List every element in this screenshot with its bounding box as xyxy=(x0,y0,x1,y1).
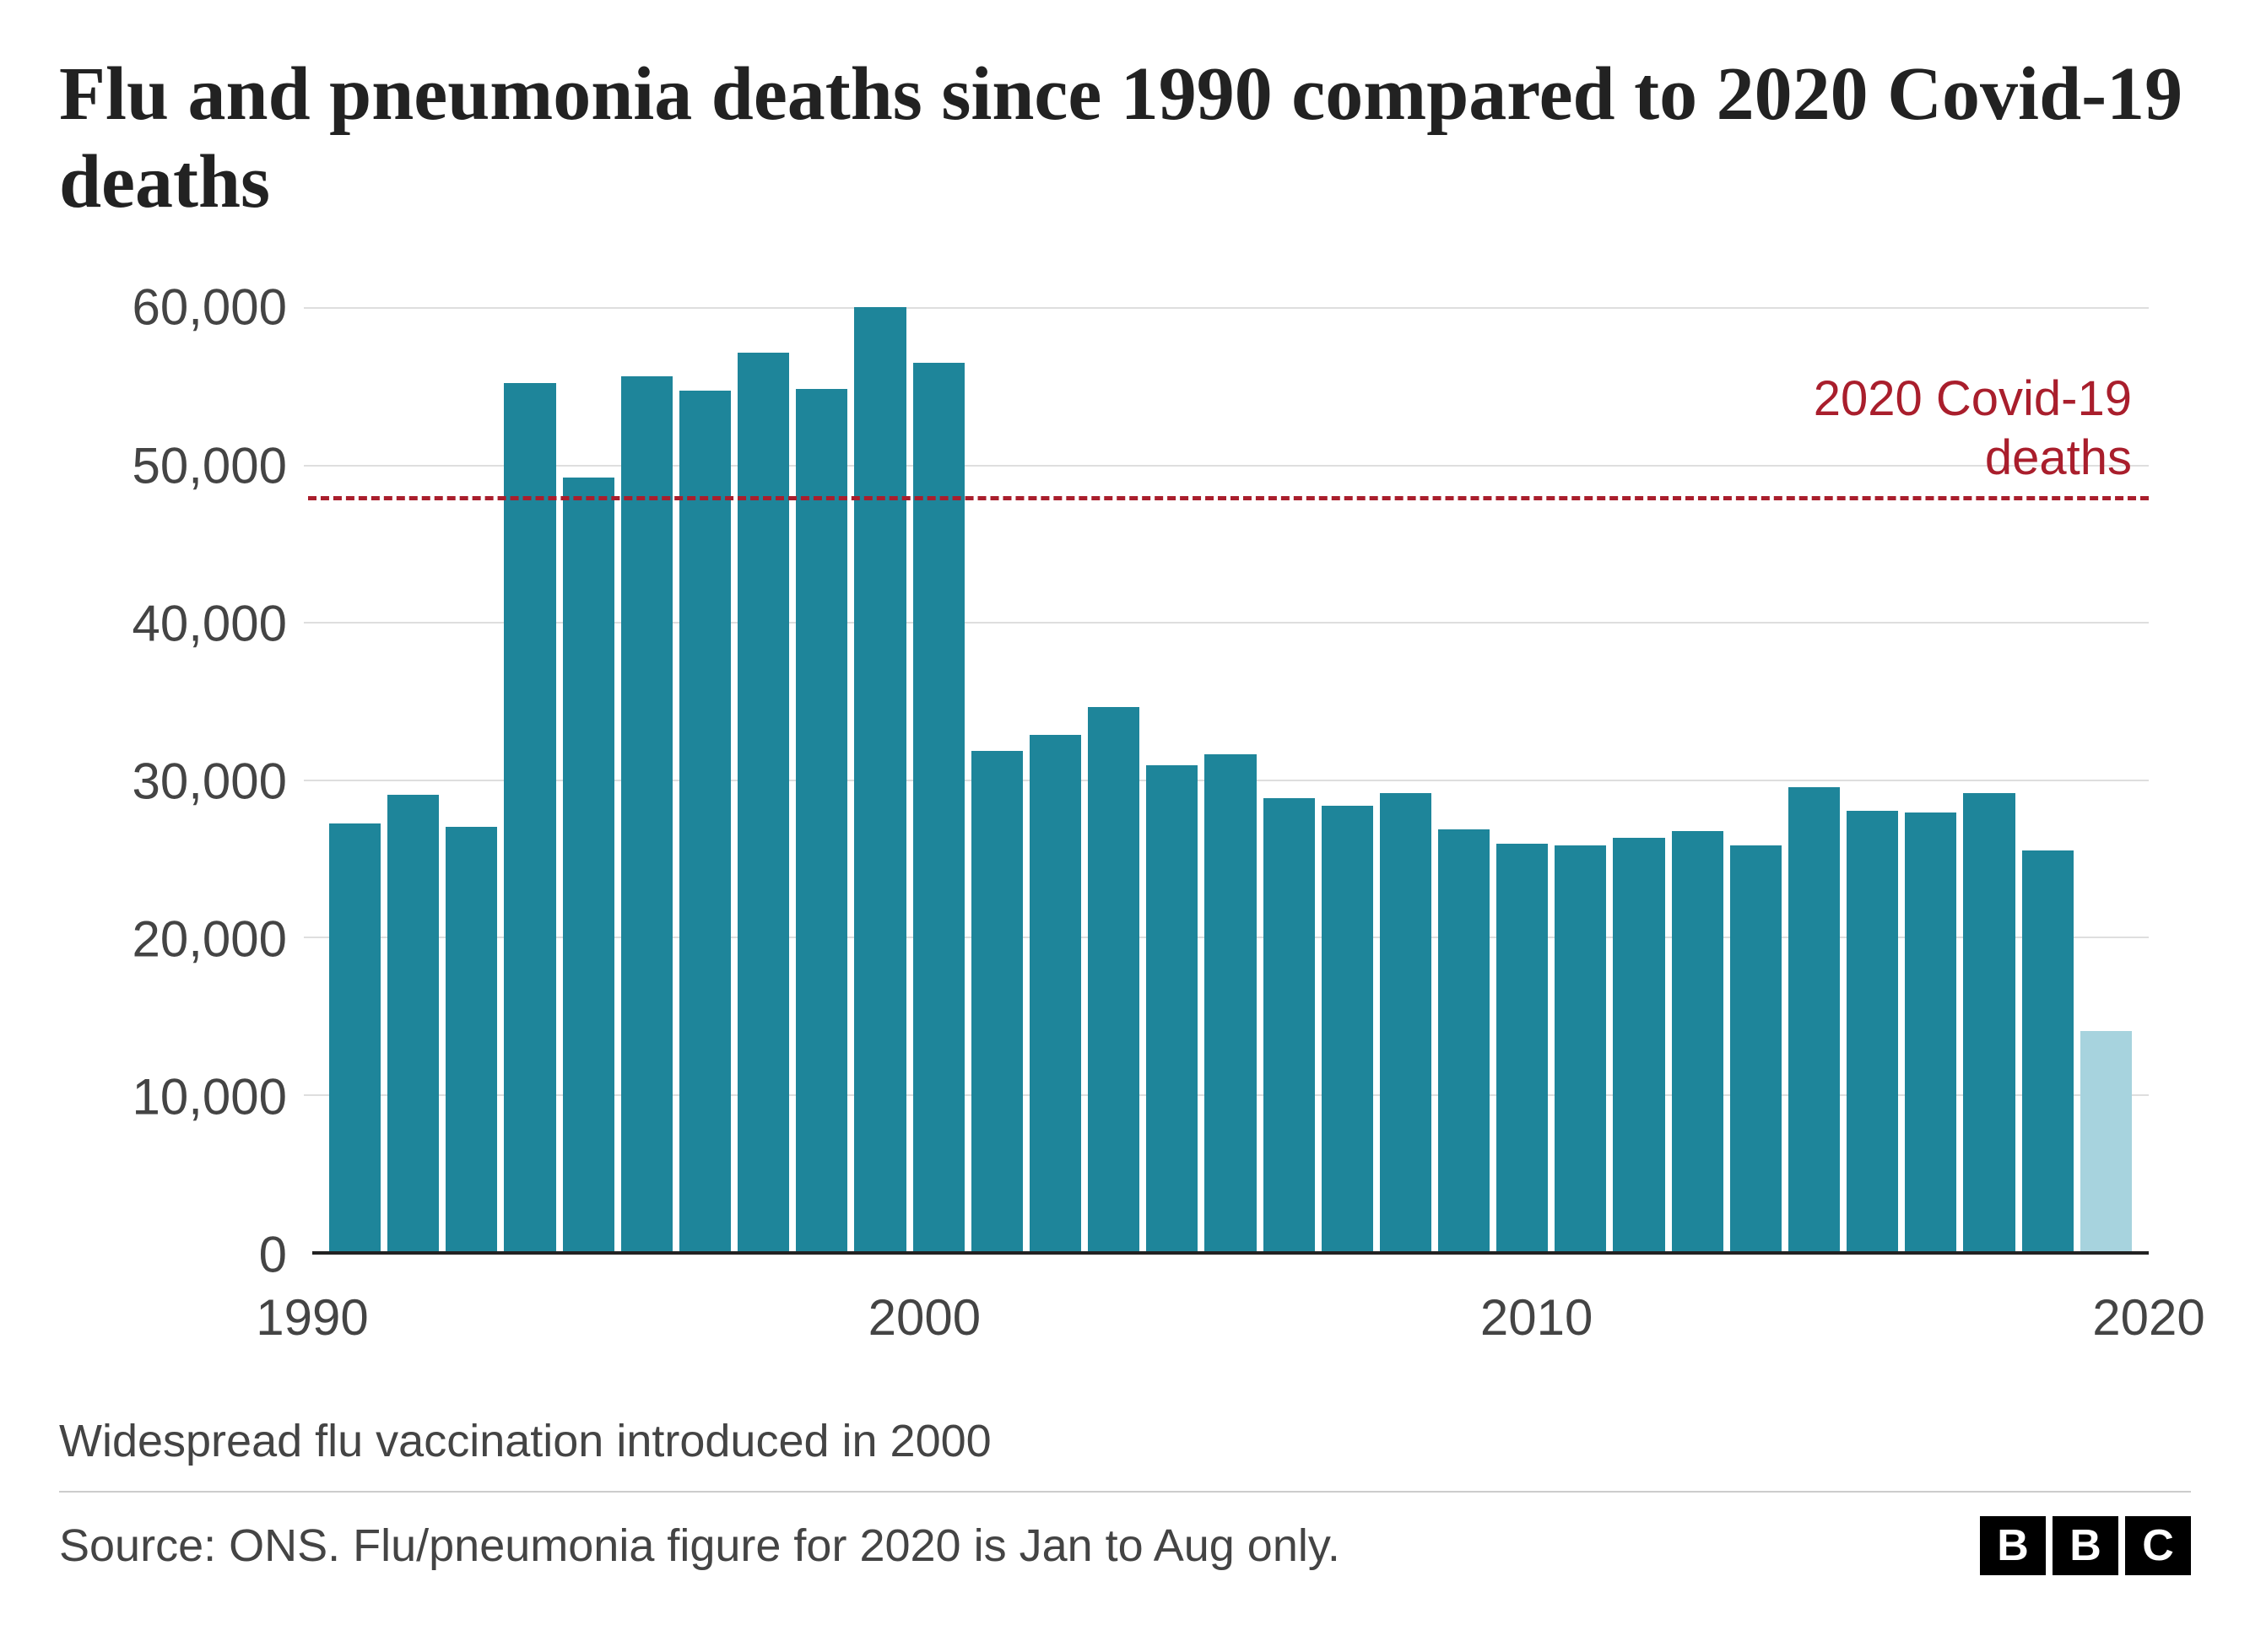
x-tick-label: 2020 xyxy=(2092,1288,2204,1347)
plot-region: 2020 Covid-19 deaths xyxy=(312,276,2149,1255)
bar xyxy=(2022,850,2074,1251)
y-tick-label: 50,000 xyxy=(132,436,287,494)
y-tick-label: 20,000 xyxy=(132,910,287,968)
bar xyxy=(2080,1031,2132,1251)
bar xyxy=(1788,787,1840,1251)
bar xyxy=(1613,838,1664,1251)
y-tick-label: 60,000 xyxy=(132,278,287,337)
bar xyxy=(1905,813,1956,1251)
bar xyxy=(1730,845,1782,1251)
bar xyxy=(621,376,673,1251)
bar xyxy=(1204,754,1256,1251)
bbc-logo-letter: C xyxy=(2125,1516,2191,1575)
bar xyxy=(563,478,614,1251)
y-tick-label: 30,000 xyxy=(132,752,287,810)
bar xyxy=(1030,735,1081,1251)
bar xyxy=(1672,831,1723,1251)
bar xyxy=(446,827,497,1251)
chart-container: Flu and pneumonia deaths since 1990 comp… xyxy=(0,0,2250,1652)
x-tick-label: 2010 xyxy=(1480,1288,1593,1347)
bar xyxy=(679,391,731,1251)
y-axis: 0 10,000 20,000 30,000 40,000 50,000 60,000 xyxy=(59,276,304,1373)
bar xyxy=(854,307,906,1251)
footer: Source: ONS. Flu/pneumonia figure for 20… xyxy=(59,1491,2191,1575)
bar xyxy=(1322,806,1373,1251)
y-tick-label: 10,000 xyxy=(132,1067,287,1126)
bar xyxy=(1088,707,1139,1251)
y-tick-label: 0 xyxy=(259,1226,287,1284)
chart-title: Flu and pneumonia deaths since 1990 comp… xyxy=(59,51,2191,225)
bar xyxy=(1380,793,1431,1251)
bar xyxy=(504,383,555,1251)
bar xyxy=(796,389,847,1251)
x-tick-label: 2000 xyxy=(868,1288,981,1347)
bar xyxy=(1146,765,1198,1251)
bbc-logo-letter: B xyxy=(1980,1516,2046,1575)
bar xyxy=(1963,793,2015,1251)
bar xyxy=(738,353,789,1251)
y-tick-label: 40,000 xyxy=(132,594,287,652)
covid-reference-line xyxy=(308,496,2149,500)
bar xyxy=(1438,829,1490,1251)
bbc-logo: BBC xyxy=(1980,1516,2191,1575)
chart-note: Widespread flu vaccination introduced in… xyxy=(59,1415,2191,1467)
covid-reference-label: 2020 Covid-19 deaths xyxy=(1727,370,2132,487)
bar xyxy=(1496,844,1548,1251)
bar xyxy=(387,795,439,1251)
source-text: Source: ONS. Flu/pneumonia figure for 20… xyxy=(59,1520,1340,1572)
bar xyxy=(1555,845,1606,1251)
chart-area: 0 10,000 20,000 30,000 40,000 50,000 60,000 20… xyxy=(59,276,2191,1373)
bar xyxy=(971,751,1023,1251)
bar xyxy=(1847,811,1898,1251)
bbc-logo-letter: B xyxy=(2053,1516,2118,1575)
x-axis: 1990200020102020 xyxy=(312,1271,2149,1373)
x-tick-label: 1990 xyxy=(256,1288,368,1347)
bar xyxy=(1263,798,1315,1251)
bar xyxy=(329,823,381,1251)
